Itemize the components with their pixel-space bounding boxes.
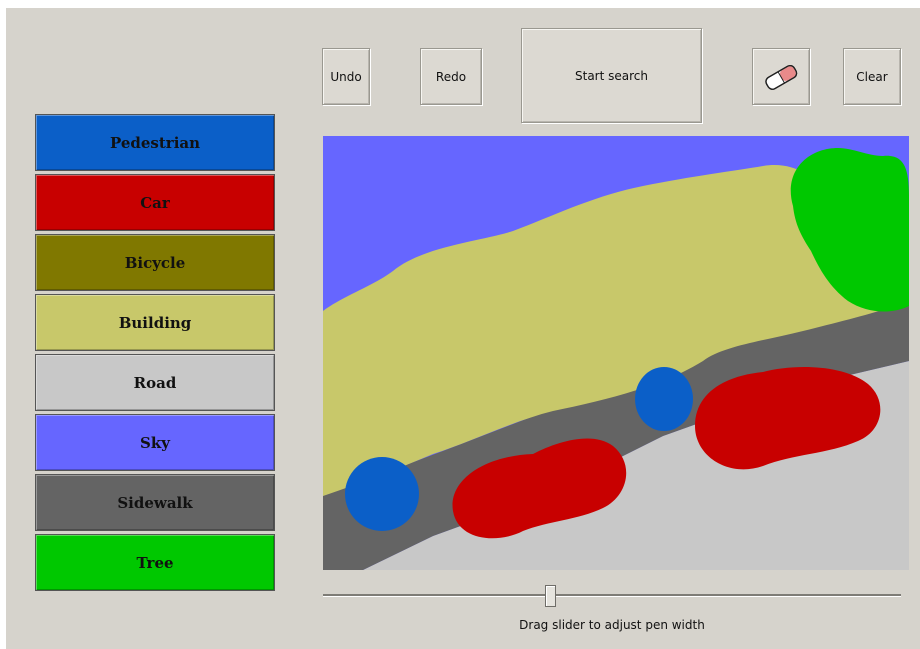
palette-tree-label: Tree xyxy=(136,554,173,572)
canvas-drawing xyxy=(323,136,909,570)
palette-building-label: Building xyxy=(119,314,192,332)
palette-pedestrian-label: Pedestrian xyxy=(110,134,200,152)
palette-building-button[interactable]: Building xyxy=(35,294,275,351)
palette-pedestrian-button[interactable]: Pedestrian xyxy=(35,114,275,171)
palette-sidewalk-label: Sidewalk xyxy=(117,494,192,512)
pen-width-slider-thumb[interactable] xyxy=(545,585,556,607)
palette-road-label: Road xyxy=(134,374,177,392)
palette-car-button[interactable]: Car xyxy=(35,174,275,231)
clear-button[interactable]: Clear xyxy=(843,48,901,105)
start-search-label: Start search xyxy=(575,69,648,83)
start-search-button[interactable]: Start search xyxy=(521,28,702,123)
palette-tree-button[interactable]: Tree xyxy=(35,534,275,591)
clear-label: Clear xyxy=(856,70,887,84)
palette-sky-label: Sky xyxy=(140,434,170,452)
drawing-canvas[interactable] xyxy=(323,136,909,570)
palette-car-label: Car xyxy=(140,194,170,212)
redo-label: Redo xyxy=(436,70,466,84)
redo-button[interactable]: Redo xyxy=(420,48,482,105)
slider-caption: Drag slider to adjust pen width xyxy=(323,618,901,632)
palette-bicycle-label: Bicycle xyxy=(125,254,186,272)
pedestrian-right xyxy=(635,367,693,431)
eraser-icon xyxy=(761,64,801,90)
palette-sidewalk-button[interactable]: Sidewalk xyxy=(35,474,275,531)
undo-label: Undo xyxy=(330,70,361,84)
palette-sky-button[interactable]: Sky xyxy=(35,414,275,471)
undo-button[interactable]: Undo xyxy=(322,48,370,105)
palette-road-button[interactable]: Road xyxy=(35,354,275,411)
palette-bicycle-button[interactable]: Bicycle xyxy=(35,234,275,291)
pen-width-slider-track[interactable] xyxy=(323,594,901,597)
eraser-button[interactable] xyxy=(752,48,810,105)
pedestrian-left xyxy=(345,457,419,531)
